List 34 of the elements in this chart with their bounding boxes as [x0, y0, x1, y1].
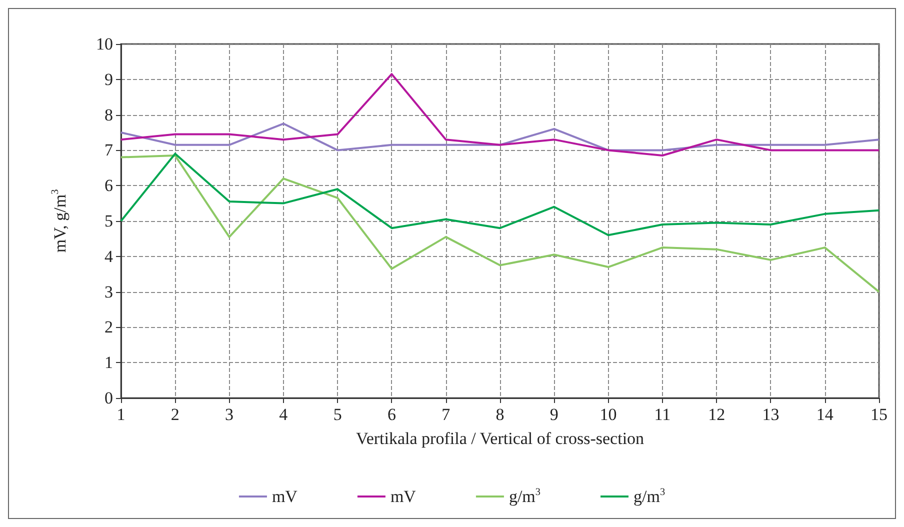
legend-label: mV — [272, 487, 298, 506]
x-tick-label: 13 — [762, 405, 780, 424]
x-tick-label: 2 — [170, 405, 180, 424]
y-tick-label: 7 — [104, 140, 114, 160]
x-axis-title: Vertikala profila / Vertical of cross-section — [356, 429, 645, 448]
y-tick-label: 4 — [104, 246, 114, 266]
y-axis-title: mV, g/m3 — [50, 189, 70, 253]
line-series — [120, 154, 880, 293]
x-tick-label: 12 — [708, 405, 726, 424]
y-tick-label: 5 — [104, 212, 113, 230]
line-series — [120, 73, 880, 157]
x-tick-label: 11 — [654, 405, 671, 424]
line-series — [120, 152, 880, 236]
legend-label: mV — [390, 487, 417, 506]
x-tick-label: 8 — [496, 405, 504, 424]
x-tick-label: 10 — [600, 405, 617, 424]
x-tick-label: 6 — [387, 405, 396, 424]
x-tick-label: 5 — [333, 405, 342, 424]
y-tick-label: 8 — [104, 105, 113, 124]
x-tick-label: 1 — [116, 405, 126, 424]
y-tick-label: 0 — [104, 388, 113, 408]
y-tick-label: 6 — [104, 176, 113, 196]
x-tick-label: 9 — [550, 405, 558, 424]
y-tick-label: 3 — [104, 282, 113, 302]
x-tick-label: 14 — [816, 405, 834, 424]
x-tick-label: 15 — [870, 405, 888, 424]
x-tick-label: 3 — [225, 405, 234, 424]
y-tick-label: 9 — [104, 70, 113, 89]
y-tick-label: 2 — [104, 318, 113, 337]
y-tick-label: 10 — [96, 34, 113, 54]
x-tick-label: 4 — [279, 405, 288, 424]
y-tick-label: 1 — [104, 353, 113, 372]
line-series — [120, 122, 880, 152]
x-tick-label: 7 — [442, 405, 451, 424]
